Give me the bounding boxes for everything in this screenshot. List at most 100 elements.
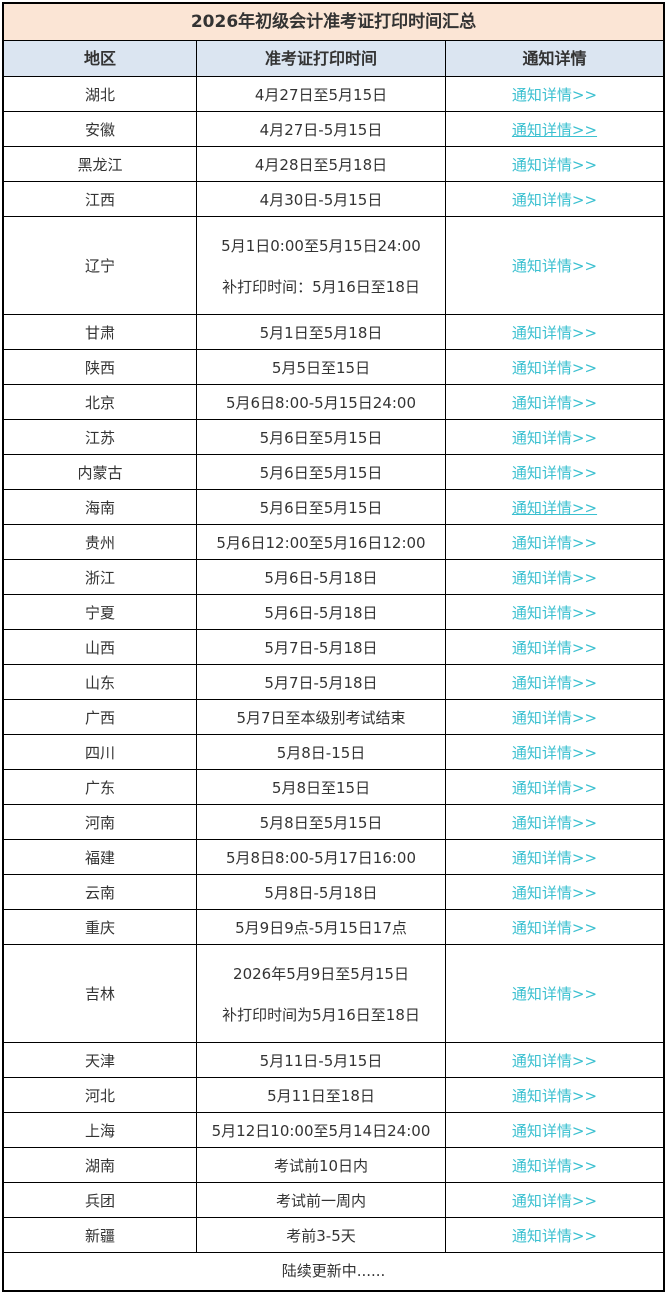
notice-detail-link[interactable]: 通知详情>> <box>511 428 598 447</box>
notice-cell: 通知详情>> <box>446 910 663 944</box>
notice-detail-link[interactable]: 通知详情>> <box>511 393 598 412</box>
notice-detail-link[interactable]: 通知详情>> <box>511 323 598 342</box>
print-time-line1: 4月28日至5月18日 <box>254 155 388 174</box>
print-time-line1: 5月8日8:00-5月17日16:00 <box>225 848 417 867</box>
notice-detail-link[interactable]: 通知详情>> <box>511 603 598 622</box>
notice-cell: 通知详情>> <box>446 560 663 594</box>
notice-detail-link[interactable]: 通知详情>> <box>511 1226 598 1245</box>
print-time-cell: 5月5日至15日 <box>197 350 446 384</box>
notice-detail-link[interactable]: 通知详情>> <box>511 358 598 377</box>
region-cell: 内蒙古 <box>4 455 197 489</box>
print-time-line1: 5月5日至15日 <box>271 358 371 377</box>
region-cell: 江苏 <box>4 420 197 454</box>
print-time-line2: 补打印时间为5月16日至18日 <box>222 1005 420 1024</box>
table-row: 重庆 5月9日9点-5月15日17点 通知详情>> <box>4 910 663 945</box>
notice-cell: 通知详情>> <box>446 1043 663 1077</box>
print-time-line1: 5月9日9点-5月15日17点 <box>235 918 407 937</box>
table-row: 浙江 5月6日-5月18日 通知详情>> <box>4 560 663 595</box>
table-row: 四川 5月8日-15日 通知详情>> <box>4 735 663 770</box>
region-cell: 天津 <box>4 1043 197 1077</box>
notice-detail-link[interactable]: 通知详情>> <box>511 638 598 657</box>
table-row: 新疆 考前3-5天 通知详情>> <box>4 1218 663 1253</box>
table-row: 河北 5月11日至18日 通知详情>> <box>4 1078 663 1113</box>
table-title: 2026年初级会计准考证打印时间汇总 <box>4 4 663 41</box>
table-row: 江苏 5月6日至5月15日 通知详情>> <box>4 420 663 455</box>
notice-cell: 通知详情>> <box>446 217 663 314</box>
region-cell: 新疆 <box>4 1218 197 1252</box>
notice-detail-link[interactable]: 通知详情>> <box>511 463 598 482</box>
print-time-cell: 5月6日12:00至5月16日12:00 <box>197 525 446 559</box>
region-cell: 安徽 <box>4 112 197 146</box>
region-cell: 上海 <box>4 1113 197 1147</box>
region-cell: 重庆 <box>4 910 197 944</box>
table-row: 宁夏 5月6日-5月18日 通知详情>> <box>4 595 663 630</box>
notice-detail-link[interactable]: 通知详情>> <box>511 743 598 762</box>
print-time-cell: 5月6日-5月18日 <box>197 595 446 629</box>
notice-detail-link[interactable]: 通知详情>> <box>511 120 598 139</box>
notice-cell: 通知详情>> <box>446 805 663 839</box>
notice-detail-link[interactable]: 通知详情>> <box>511 155 598 174</box>
notice-detail-link[interactable]: 通知详情>> <box>511 813 598 832</box>
print-time-line1: 5月6日-5月18日 <box>264 603 378 622</box>
table-row: 北京 5月6日8:00-5月15日24:00 通知详情>> <box>4 385 663 420</box>
table-row: 河南 5月8日至5月15日 通知详情>> <box>4 805 663 840</box>
table-row: 黑龙江 4月28日至5月18日 通知详情>> <box>4 147 663 182</box>
notice-cell: 通知详情>> <box>446 77 663 111</box>
notice-detail-link[interactable]: 通知详情>> <box>511 883 598 902</box>
notice-cell: 通知详情>> <box>446 112 663 146</box>
region-cell: 山西 <box>4 630 197 664</box>
region-cell: 湖南 <box>4 1148 197 1182</box>
table-row: 天津 5月11日-5月15日 通知详情>> <box>4 1043 663 1078</box>
notice-detail-link[interactable]: 通知详情>> <box>511 918 598 937</box>
print-time-cell: 考试前一周内 <box>197 1183 446 1217</box>
notice-detail-link[interactable]: 通知详情>> <box>511 708 598 727</box>
region-cell: 广西 <box>4 700 197 734</box>
print-time-cell: 4月28日至5月18日 <box>197 147 446 181</box>
notice-detail-link[interactable]: 通知详情>> <box>511 1086 598 1105</box>
notice-detail-link[interactable]: 通知详情>> <box>511 985 598 1003</box>
table-row: 福建 5月8日8:00-5月17日16:00 通知详情>> <box>4 840 663 875</box>
notice-cell: 通知详情>> <box>446 840 663 874</box>
notice-detail-link[interactable]: 通知详情>> <box>511 498 598 517</box>
region-cell: 海南 <box>4 490 197 524</box>
notice-detail-link[interactable]: 通知详情>> <box>511 190 598 209</box>
region-cell: 云南 <box>4 875 197 909</box>
table-row: 广西 5月7日至本级别考试结束 通知详情>> <box>4 700 663 735</box>
print-time-cell: 5月11日-5月15日 <box>197 1043 446 1077</box>
print-time-line1: 5月6日12:00至5月16日12:00 <box>216 533 426 552</box>
notice-cell: 通知详情>> <box>446 665 663 699</box>
notice-detail-link[interactable]: 通知详情>> <box>511 1051 598 1070</box>
region-cell: 广东 <box>4 770 197 804</box>
print-time-cell: 4月30日-5月15日 <box>197 182 446 216</box>
region-cell: 吉林 <box>4 945 197 1042</box>
column-header-print-time: 准考证打印时间 <box>197 41 446 76</box>
table-row: 海南 5月6日至5月15日 通知详情>> <box>4 490 663 525</box>
table-row: 贵州 5月6日12:00至5月16日12:00 通知详情>> <box>4 525 663 560</box>
notice-detail-link[interactable]: 通知详情>> <box>511 568 598 587</box>
print-time-cell: 5月7日-5月18日 <box>197 630 446 664</box>
notice-detail-link[interactable]: 通知详情>> <box>511 1156 598 1175</box>
notice-detail-link[interactable]: 通知详情>> <box>511 257 598 275</box>
table-row: 山西 5月7日-5月18日 通知详情>> <box>4 630 663 665</box>
rows-body: 湖北 4月27日至5月15日 通知详情>> 安徽 4月27日-5月15日 通知详… <box>4 77 663 1253</box>
notice-detail-link[interactable]: 通知详情>> <box>511 533 598 552</box>
print-time-line1: 5月1日0:00至5月15日24:00 <box>221 236 421 255</box>
notice-detail-link[interactable]: 通知详情>> <box>511 85 598 104</box>
print-time-line1: 4月27日至5月15日 <box>254 85 388 104</box>
notice-detail-link[interactable]: 通知详情>> <box>511 848 598 867</box>
print-time-line1: 考试前10日内 <box>273 1156 369 1175</box>
print-time-cell: 2026年5月9日至5月15日 补打印时间为5月16日至18日 <box>197 945 446 1042</box>
notice-detail-link[interactable]: 通知详情>> <box>511 1121 598 1140</box>
notice-detail-link[interactable]: 通知详情>> <box>511 1191 598 1210</box>
notice-cell: 通知详情>> <box>446 490 663 524</box>
notice-cell: 通知详情>> <box>446 315 663 349</box>
notice-detail-link[interactable]: 通知详情>> <box>511 778 598 797</box>
print-time-line1: 5月1日至5月18日 <box>259 323 383 342</box>
notice-detail-link[interactable]: 通知详情>> <box>511 673 598 692</box>
notice-cell: 通知详情>> <box>446 525 663 559</box>
region-cell: 陕西 <box>4 350 197 384</box>
print-time-cell: 5月6日-5月18日 <box>197 560 446 594</box>
table-row: 江西 4月30日-5月15日 通知详情>> <box>4 182 663 217</box>
table-footer: 陆续更新中...... <box>281 1262 386 1280</box>
